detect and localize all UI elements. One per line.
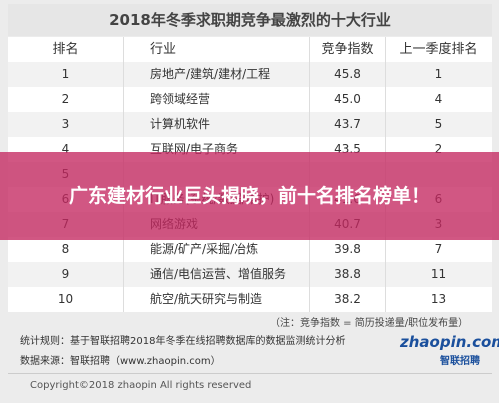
cell: 1 [434, 67, 443, 81]
cell: 7 [434, 242, 443, 256]
divider [8, 373, 492, 374]
cell: 45.0 [310, 87, 386, 112]
table-row: 1 房地产/建筑/建材/工程 45.8 1 [8, 62, 492, 87]
title: 2018年冬季求职期竞争最激烈的十大行业 [8, 4, 492, 36]
logo: zhaopin.com [400, 333, 499, 351]
table-row: 10 航空/航天研究与制造 38.2 13 [8, 287, 492, 312]
cell: 航空/航天研究与制造 [125, 287, 310, 312]
cell: 跨领域经营 [125, 87, 310, 112]
cell: 13 [430, 292, 447, 306]
cell: 8 [8, 237, 124, 262]
cell: 能源/矿产/采掘/冶炼 [125, 237, 310, 262]
cell: 9 [8, 262, 124, 287]
cell: 38.8 [310, 262, 386, 287]
cell: 4 [8, 137, 124, 162]
cell: 1 [8, 62, 124, 87]
cell: 3 [8, 112, 124, 137]
source: 数据来源：智联招聘（www.zhaopin.com） [20, 356, 221, 367]
cell: 39.8 [310, 237, 386, 262]
cell: 5 [434, 117, 443, 131]
cell: 房地产/建筑/建材/工程 [125, 62, 310, 87]
table-row: 8 能源/矿产/采掘/冶炼 39.8 7 [8, 237, 492, 262]
cell: 45.8 [310, 62, 386, 87]
rule: 统计规则：基于智联招聘2018年冬季在线招聘数据库的数据监测统计分析 [20, 336, 346, 347]
cell: 计算机软件 [125, 112, 310, 137]
header-row: 排名 行业 竞争指数 上一季度排名 [8, 37, 492, 62]
cell: 2 [434, 142, 443, 156]
banner: 广东建材行业巨头揭晓，前十名排名榜单！ [0, 152, 499, 240]
header-cell: 行业 [125, 37, 310, 62]
cell: 11 [430, 267, 447, 281]
cell: 43.7 [310, 112, 386, 137]
cell: 4 [434, 92, 443, 106]
note: （注：竞争指数 = 简历投递量/职位发布量） [270, 318, 469, 329]
cell: 38.2 [310, 287, 386, 312]
header-cell: 竞争指数 [310, 37, 386, 62]
cell: 2 [8, 87, 124, 112]
table-row: 3 计算机软件 43.7 5 [8, 112, 492, 137]
logo-cn: 智联招聘 [440, 356, 480, 367]
table-row: 9 通信/电信运营、增值服务 38.8 11 [8, 262, 492, 287]
copyright: Copyright©2018 zhaopin All rights reserv… [30, 380, 252, 391]
cell: 10 [8, 287, 124, 312]
header-cell: 排名 [8, 37, 124, 62]
header-cell: 上一季度排名 [399, 42, 478, 57]
table-row: 2 跨领域经营 45.0 4 [8, 87, 492, 112]
cell: 通信/电信运营、增值服务 [125, 262, 310, 287]
